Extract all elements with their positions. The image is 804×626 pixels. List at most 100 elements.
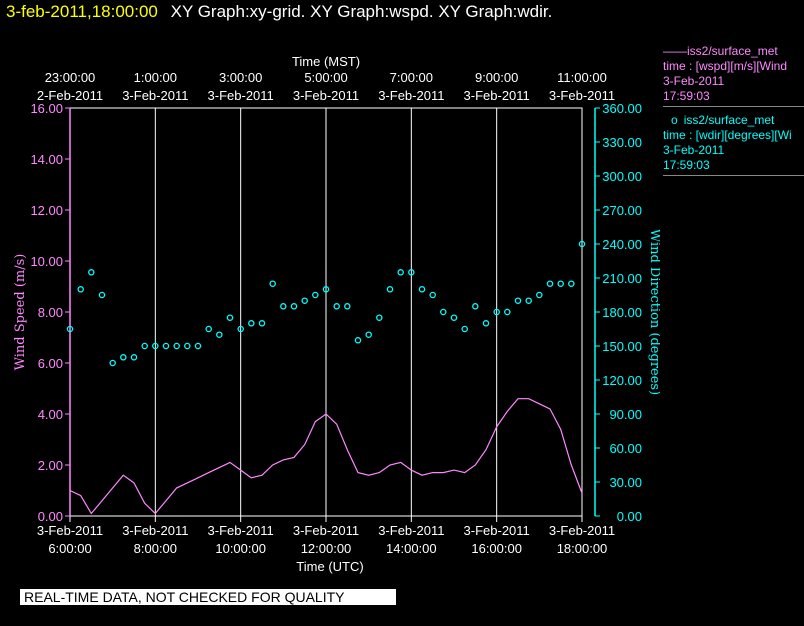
top-tick-date: 3-Feb-2011 <box>208 88 274 103</box>
top-tick-date: 3-Feb-2011 <box>549 88 615 103</box>
right-tick-label: 90.00 <box>609 407 642 422</box>
left-tick-label: 4.00 <box>38 407 63 422</box>
bottom-tick-time: 16:00:00 <box>471 541 522 556</box>
right-axis: 0.00 30.00 60.00 90.00 120.00 150.00 180.00 210… <box>594 101 642 524</box>
wdir-point <box>120 354 127 361</box>
legend-dataset: iss2/surface_met <box>687 44 778 58</box>
title-date: 3-feb-2011,18:00:00 <box>6 2 158 21</box>
top-tick-time: 1:00:00 <box>134 70 177 85</box>
legend-circle-marker: o <box>671 113 678 127</box>
top-tick-date: 2-Feb-2011 <box>37 88 103 103</box>
right-tick-label: 240.00 <box>602 237 642 252</box>
legend-variable: time : [wdir][degrees][Wi <box>663 128 792 142</box>
wdir-point <box>386 286 394 293</box>
wdir-point <box>226 314 234 321</box>
wdir-point <box>322 286 330 293</box>
quality-warning: REAL-TIME DATA, NOT CHECKED FOR QUALITY <box>20 589 396 605</box>
left-tick-label: 6.00 <box>38 356 63 371</box>
bottom-tick-date: 3-Feb-2011 <box>208 523 274 538</box>
wdir-point <box>440 308 447 316</box>
right-tick-label: 0.00 <box>617 509 642 524</box>
bottom-tick-date: 3-Feb-2011 <box>378 523 444 538</box>
wdir-point <box>418 286 426 293</box>
left-tick-label: 14.00 <box>30 152 63 167</box>
top-tick-time: 11:00:00 <box>557 70 607 85</box>
bottom-axis-label: Time (UTC) <box>296 559 363 574</box>
bottom-tick-date: 3-Feb-2011 <box>293 523 359 538</box>
wdir-point <box>173 342 180 350</box>
top-tick-date: 3-Feb-2011 <box>293 88 359 103</box>
bottom-tick-time: 12:00:00 <box>301 541 352 556</box>
wdir-point <box>525 297 532 304</box>
wdir-point <box>152 342 159 350</box>
left-tick-label: 8.00 <box>38 305 63 320</box>
right-tick-label: 120.00 <box>602 373 642 388</box>
wdir-point <box>568 280 575 287</box>
bottom-tick-date: 3-Feb-2011 <box>549 523 615 538</box>
legend-date: 3-Feb-2011 <box>663 143 725 157</box>
legend-line-marker: —— <box>663 44 687 58</box>
left-axis: 0.00 2.00 4.00 6.00 8.00 10.00 12.00 14.00 16.00 <box>30 101 71 524</box>
bottom-tick-time: 10:00:00 <box>215 541 266 556</box>
bottom-axis: 3-Feb-2011 6:00:00 3-Feb-2011 8:00:00 3-Feb-… <box>37 516 615 556</box>
top-tick-time: 3:00:00 <box>219 70 262 85</box>
wdir-point <box>376 314 383 321</box>
wdir-point <box>280 303 287 310</box>
wdir-point <box>557 280 564 287</box>
wdir-point <box>194 342 202 350</box>
wdir-point <box>184 342 191 350</box>
top-tick-time: 5:00:00 <box>304 70 347 85</box>
left-tick-label: 10.00 <box>30 254 63 269</box>
left-tick-label: 16.00 <box>30 101 63 116</box>
right-tick-label: 60.00 <box>609 441 642 456</box>
wdir-point <box>493 308 500 316</box>
right-tick-label: 30.00 <box>609 475 642 490</box>
wdir-point <box>408 269 415 276</box>
right-tick-label: 180.00 <box>602 305 642 320</box>
legend-entry-wspd: ——iss2/surface_met time : [wspd][m/s][Wi… <box>663 44 804 107</box>
bottom-tick-date: 3-Feb-2011 <box>464 523 530 538</box>
top-tick-time: 7:00:00 <box>390 70 433 85</box>
wdir-point <box>429 291 436 299</box>
wdir-point <box>98 291 106 299</box>
wdir-point <box>258 320 266 327</box>
bottom-tick-time: 6:00:00 <box>48 541 91 556</box>
top-tick-date: 3-Feb-2011 <box>122 88 188 103</box>
wspd-line <box>69 398 583 515</box>
wdir-point <box>461 325 468 333</box>
wdir-point <box>578 240 586 248</box>
wdir-point <box>504 308 511 316</box>
wdir-point <box>354 337 362 344</box>
left-tick-label: 2.00 <box>38 458 63 473</box>
xy-graph: 23:00:00 2-Feb-2011 1:00:00 3-Feb-2011 3:00:… <box>13 54 660 574</box>
top-axis: 23:00:00 2-Feb-2011 1:00:00 3-Feb-2011 3:00:… <box>37 70 615 103</box>
legend-dataset: iss2/surface_met <box>683 113 775 127</box>
bottom-tick-date: 3-Feb-2011 <box>122 523 188 538</box>
top-tick-time: 9:00:00 <box>475 70 518 85</box>
top-tick-date: 3-Feb-2011 <box>378 88 444 103</box>
legend-variable: time : [wspd][m/s][Wind <box>663 59 788 73</box>
wdir-point <box>269 280 276 287</box>
legend: ——iss2/surface_met time : [wspd][m/s][Wi… <box>663 44 804 182</box>
right-tick-label: 300.00 <box>602 169 642 184</box>
wdir-point <box>312 291 319 299</box>
right-tick-label: 270.00 <box>602 203 642 218</box>
wdir-point <box>248 320 255 327</box>
top-tick-date: 3-Feb-2011 <box>464 88 530 103</box>
grid-lines <box>154 108 583 516</box>
right-tick-label: 150.00 <box>602 339 642 354</box>
legend-time: 17:59:03 <box>663 89 710 103</box>
top-axis-label: Time (MST) <box>292 54 360 69</box>
right-tick-label: 210.00 <box>602 271 642 286</box>
wdir-point <box>205 325 212 333</box>
right-axis-label: Wind Direction (degrees) <box>647 229 660 395</box>
left-tick-label: 0.00 <box>38 509 63 524</box>
wdir-point <box>237 325 244 333</box>
right-tick-label: 360.00 <box>602 101 642 116</box>
wdir-series <box>66 240 586 367</box>
top-tick-time: 23:00:00 <box>45 70 96 85</box>
wdir-point <box>290 303 298 310</box>
wdir-point <box>344 303 351 310</box>
wdir-point <box>216 331 223 338</box>
wdir-point <box>130 354 138 361</box>
